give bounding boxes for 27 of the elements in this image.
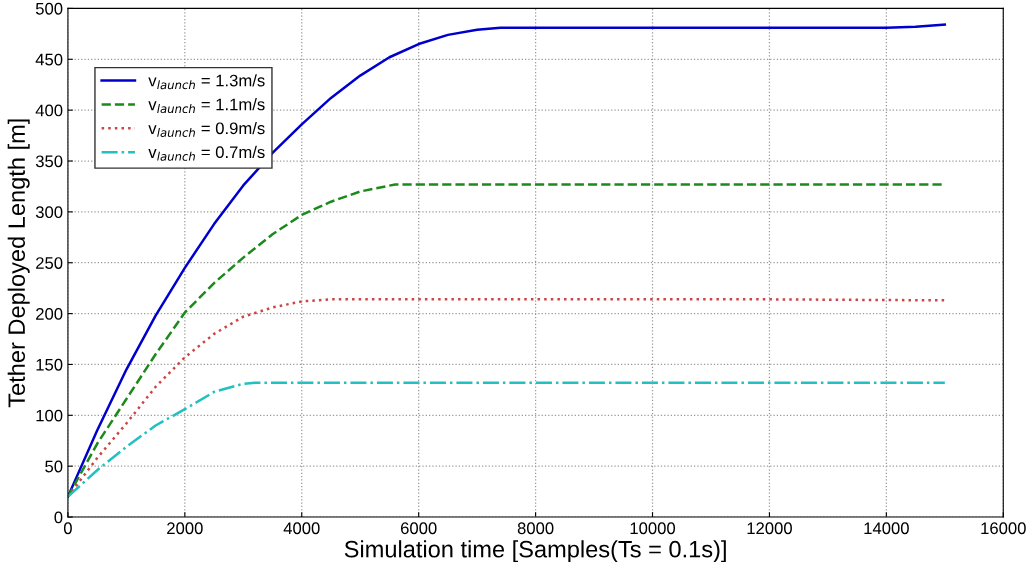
- y-tick-label: 50: [45, 460, 63, 473]
- x-tick-label: 10000: [630, 522, 676, 535]
- y-tick-label: 200: [36, 308, 63, 320]
- legend-label: v$_{launch}$ = 1.3m/s: [148, 74, 265, 90]
- y-tick-label: 350: [35, 155, 63, 168]
- y-tick-label: 100: [36, 409, 63, 422]
- x-tick-label: 14000: [864, 522, 909, 535]
- x-tick-label: 12000: [747, 522, 792, 535]
- line-series: [67, 381, 947, 498]
- legend-label: v$_{launch}$ = 0.9m/s: [148, 121, 265, 137]
- x-tick-label: 2000: [167, 522, 203, 535]
- y-tick-label: 400: [35, 104, 63, 117]
- y-axis-title: Tether Deployed Length [m]: [7, 119, 30, 408]
- y-tick-label: 500: [35, 2, 63, 15]
- y-tick-label: 450: [35, 53, 63, 66]
- y-tick-label: 0: [54, 511, 63, 524]
- y-tick-label: 300: [35, 206, 63, 219]
- legend-label: v$_{launch}$ = 1.1m/s: [148, 98, 265, 114]
- x-tick-label: 16000: [981, 522, 1026, 535]
- x-tick-label: 6000: [400, 522, 437, 535]
- x-tick-label: 8000: [517, 522, 554, 535]
- y-tick-label: 150: [36, 358, 63, 371]
- legend-label: v$_{launch}$ = 0.7m/s: [148, 145, 265, 161]
- x-tick-label: 0: [63, 522, 72, 535]
- y-tick-label: 250: [36, 257, 63, 269]
- x-axis-title: Simulation time [Samples(Ts = 0.1s)]: [344, 540, 726, 562]
- x-tick-label: 4000: [283, 522, 320, 535]
